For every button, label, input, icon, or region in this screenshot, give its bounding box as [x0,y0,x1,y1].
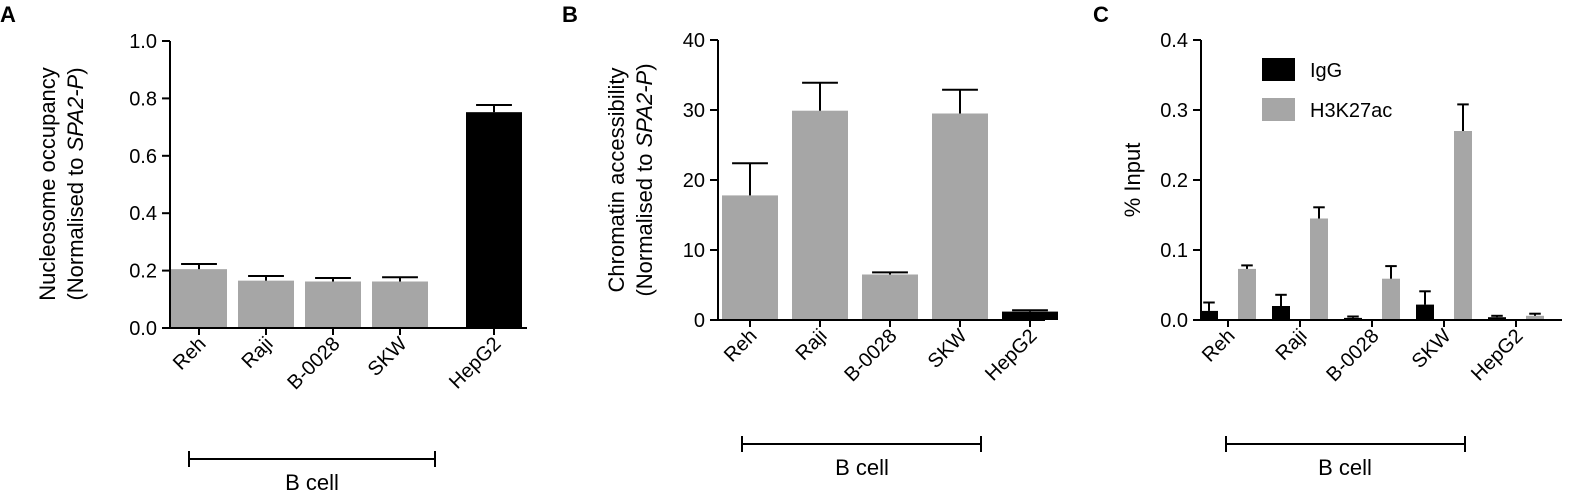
y-axis-label-c: % Input [1120,143,1145,218]
group-label-b: B cell [835,455,889,480]
y-axis-label-a-suffix: ) [63,67,88,74]
x-category-label: Reh [169,333,211,375]
bar-igg-skw [1416,304,1434,320]
x-category-label: Reh [720,325,762,367]
y-ticks-a: 0.0 0.2 0.4 0.6 0.8 1.0 [129,31,170,340]
y-axis-label-b-line1: Chromatin accessibility [604,68,629,293]
bar-reh [171,269,227,328]
panel-label-b: B [562,2,578,27]
group-bracket-c: B cell [1225,436,1466,480]
bar-hepg2 [1002,311,1058,320]
x-category-label: SKW [924,325,972,373]
panel-b: B Chromatin accessibility (Normalised to… [562,2,1058,480]
bar-b-0028 [862,274,918,320]
group-label-a: B cell [285,470,339,495]
legend-swatch-h3k27ac [1262,98,1295,121]
y-axis-label-b-suffix: ) [632,63,657,70]
x-categories-b: Reh Raji B-0028 SKW HepG2 [720,320,1042,386]
x-category-label: HepG2 [1467,325,1527,385]
x-categories-a: Reh Raji B-0028 SKW HepG2 [169,328,506,394]
y-tick-label: 20 [683,170,705,192]
bar-igg-b-0028 [1344,317,1362,320]
legend-label-igg: IgG [1310,60,1342,82]
panel-label-c: C [1093,2,1109,27]
y-tick-label: 0.0 [129,318,157,340]
x-category-label: Raji [1272,325,1312,365]
x-category-label: Raji [238,333,278,373]
bar-skw [932,113,988,320]
bar-skw [372,281,428,328]
bar-raji [238,280,294,328]
x-categories-c: Reh Raji B-0028 SKW HepG2 [1198,320,1528,386]
bars-a [171,104,522,329]
bar-h3k27ac-b-0028 [1382,278,1400,320]
x-category-label: Reh [1198,325,1240,367]
panel-a: A Nucleosome occupancy (Normalised to SP… [0,2,527,495]
y-tick-label: 0.1 [1160,240,1188,262]
y-axis-label-a-gene: SPA2-P [63,74,88,151]
y-ticks-b: 0 10 20 30 40 [683,30,718,332]
y-tick-label: 0.2 [1160,170,1188,192]
bars-c [1200,103,1544,320]
y-tick-label: 0.2 [129,261,157,283]
y-tick-label: 0.6 [129,146,157,168]
legend-label-h3k27ac: H3K27ac [1310,100,1392,122]
y-tick-label: 0.4 [1160,30,1188,52]
bar-igg-raji [1272,306,1290,320]
group-label-c: B cell [1318,455,1372,480]
y-axis-label-a-prefix: (Normalised to [63,151,88,300]
y-axis-label-a-line2: (Normalised to SPA2-P) [63,67,88,300]
x-category-label: B-0028 [283,333,344,394]
bar-h3k27ac-skw [1454,131,1472,320]
x-category-label: B-0028 [1322,325,1383,386]
y-axis-label-b-prefix: (Normalised to [632,147,657,296]
bars-b [722,81,1058,320]
y-tick-label: 0.3 [1160,100,1188,122]
bar-h3k27ac-reh [1238,268,1256,320]
x-category-label: HepG2 [981,325,1041,385]
y-tick-label: 30 [683,100,705,122]
x-category-label: SKW [364,333,412,381]
x-category-label: Raji [792,325,832,365]
panel-c: C % Input 0.0 0.1 0.2 0.3 0.4 Reh Raji B-0028 S… [1093,2,1562,480]
y-tick-label: 10 [683,240,705,262]
bar-h3k27ac-raji [1310,218,1328,320]
y-ticks-c: 0.0 0.1 0.2 0.3 0.4 [1160,30,1201,332]
legend-c: IgG H3K27ac [1262,58,1392,122]
y-axis-label-b-line2: (Normalised to SPA2-P) [632,63,657,296]
y-tick-label: 1.0 [129,31,157,53]
group-bracket-b: B cell [741,436,982,480]
y-tick-label: 40 [683,30,705,52]
panel-label-a: A [0,2,16,27]
bar-raji [792,110,848,320]
bar-reh [722,195,778,320]
bar-h3k27ac-hepg2 [1526,315,1544,320]
y-tick-label: 0.0 [1160,310,1188,332]
y-tick-label: 0.4 [129,203,157,225]
group-bracket-a: B cell [188,451,436,495]
bar-igg-reh [1200,310,1218,320]
y-tick-label: 0 [694,310,705,332]
x-category-label: HepG2 [445,333,505,393]
y-axis-label-b-gene: SPA2-P [632,70,657,147]
legend-swatch-igg [1262,58,1295,81]
y-axis-label-a-line1: Nucleosome occupancy [35,67,60,301]
x-category-label: SKW [1408,325,1456,373]
bar-igg-hepg2 [1488,317,1506,320]
x-category-label: B-0028 [840,325,901,386]
bar-hepg2 [466,112,522,329]
bar-b-0028 [305,281,361,328]
y-tick-label: 0.8 [129,88,157,110]
